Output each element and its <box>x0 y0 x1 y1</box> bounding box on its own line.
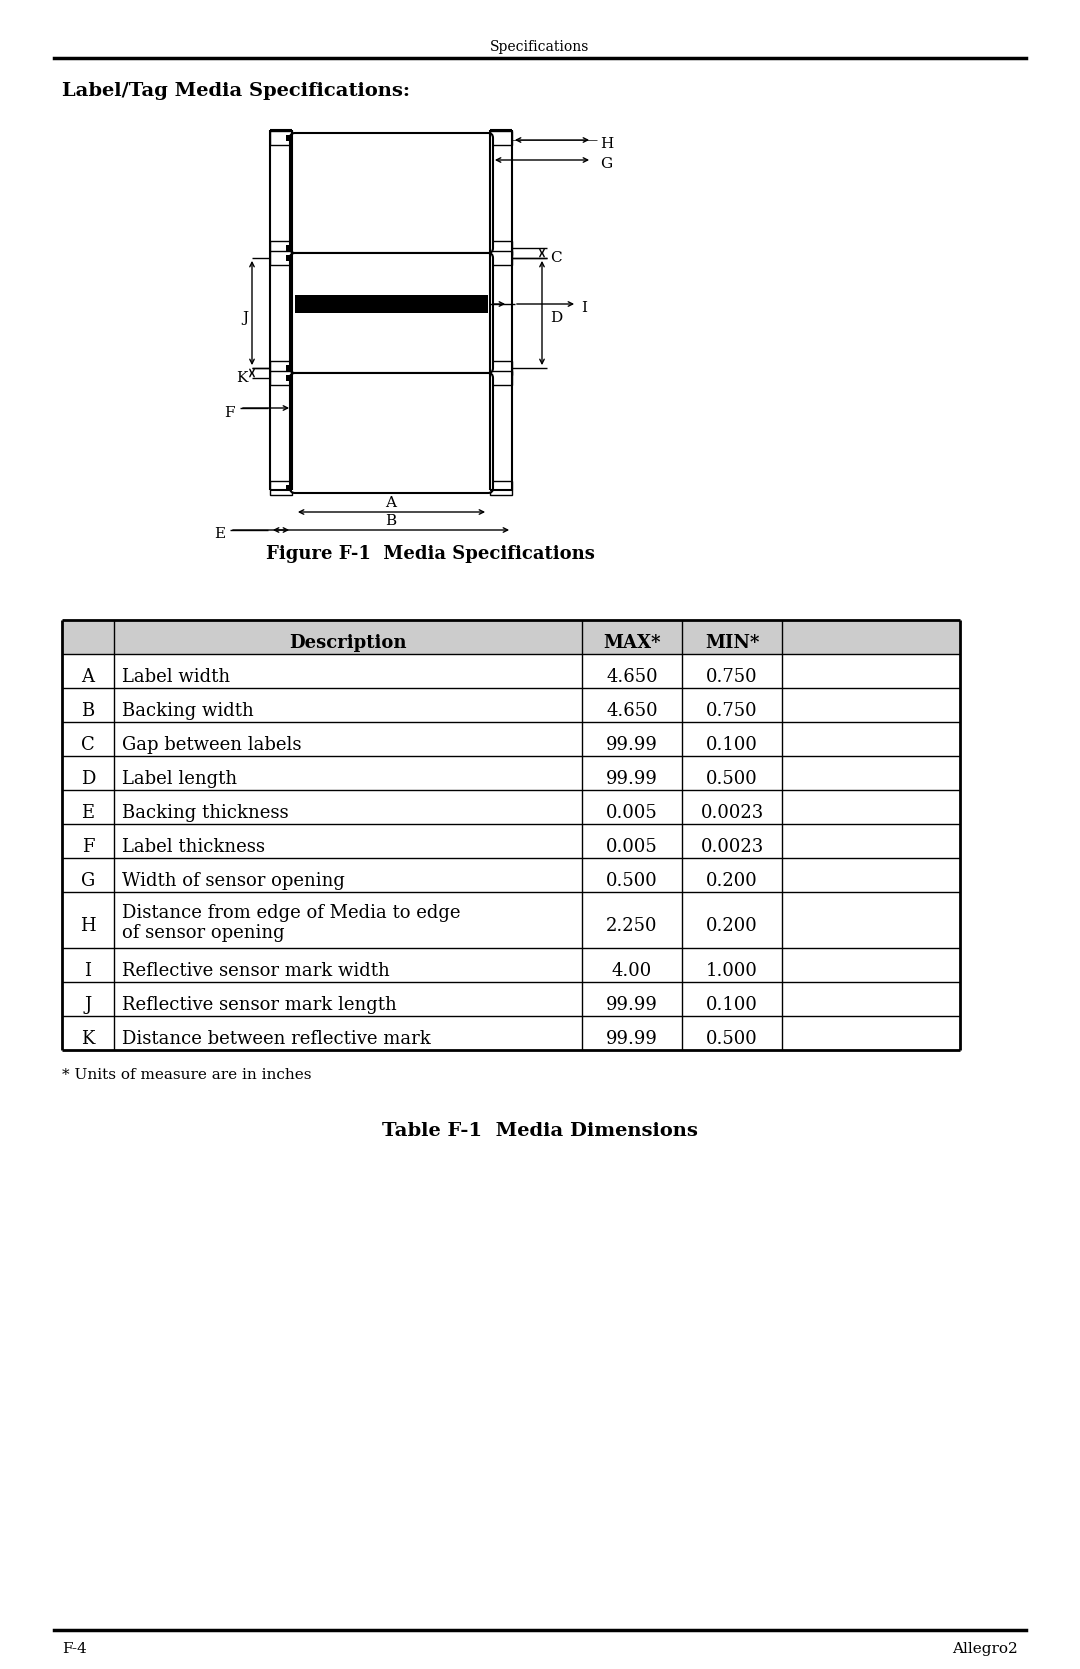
Text: Backing thickness: Backing thickness <box>122 804 288 823</box>
Bar <box>286 486 292 491</box>
Bar <box>270 361 292 376</box>
Text: Figure F-1  Media Specifications: Figure F-1 Media Specifications <box>266 546 594 562</box>
Text: Label thickness: Label thickness <box>122 838 265 856</box>
Text: 4.650: 4.650 <box>606 703 658 719</box>
Text: Description: Description <box>289 634 407 653</box>
Text: Table F-1  Media Dimensions: Table F-1 Media Dimensions <box>382 1122 698 1140</box>
Bar <box>270 371 292 386</box>
Text: * Units of measure are in inches: * Units of measure are in inches <box>62 1068 311 1082</box>
Text: MAX*: MAX* <box>604 634 661 653</box>
Bar <box>286 376 292 381</box>
Bar <box>270 240 292 255</box>
Text: 0.0023: 0.0023 <box>700 804 764 823</box>
Text: F: F <box>82 838 94 856</box>
Text: 0.0023: 0.0023 <box>700 838 764 856</box>
Text: E: E <box>214 527 225 541</box>
Text: H: H <box>80 916 96 935</box>
Text: Specifications: Specifications <box>490 40 590 53</box>
Text: K: K <box>237 371 248 386</box>
Text: J: J <box>84 996 92 1015</box>
Text: 0.500: 0.500 <box>706 1030 758 1048</box>
Text: 99.99: 99.99 <box>606 1030 658 1048</box>
Text: J: J <box>242 310 248 325</box>
Text: 0.005: 0.005 <box>606 838 658 856</box>
Text: 0.500: 0.500 <box>706 769 758 788</box>
Text: D: D <box>81 769 95 788</box>
Text: 0.750: 0.750 <box>706 668 758 686</box>
Bar <box>490 481 512 496</box>
Text: 4.00: 4.00 <box>612 961 652 980</box>
Bar <box>270 130 292 145</box>
Text: 0.005: 0.005 <box>606 804 658 823</box>
Text: 0.500: 0.500 <box>606 871 658 890</box>
Text: E: E <box>81 804 95 823</box>
Text: B: B <box>386 514 396 527</box>
Bar <box>62 619 960 654</box>
Text: I: I <box>84 961 92 980</box>
Text: 99.99: 99.99 <box>606 996 658 1015</box>
Bar <box>286 135 292 140</box>
Text: D: D <box>550 310 563 325</box>
Bar <box>490 361 512 376</box>
Text: 0.100: 0.100 <box>706 996 758 1015</box>
Text: 2.250: 2.250 <box>606 916 658 935</box>
Text: A: A <box>386 496 396 511</box>
Text: B: B <box>81 703 95 719</box>
Text: Gap between labels: Gap between labels <box>122 736 301 754</box>
Bar <box>490 130 512 145</box>
Text: Allegro2: Allegro2 <box>953 1642 1018 1656</box>
Text: G: G <box>81 871 95 890</box>
Text: Label length: Label length <box>122 769 238 788</box>
Text: 0.200: 0.200 <box>706 871 758 890</box>
Bar <box>490 240 512 255</box>
FancyBboxPatch shape <box>291 134 492 254</box>
Bar <box>490 371 512 386</box>
Text: 0.200: 0.200 <box>706 916 758 935</box>
Text: Width of sensor opening: Width of sensor opening <box>122 871 345 890</box>
Text: 1.000: 1.000 <box>706 961 758 980</box>
Text: Distance from edge of Media to edge: Distance from edge of Media to edge <box>122 905 460 921</box>
Text: Reflective sensor mark length: Reflective sensor mark length <box>122 996 396 1015</box>
Bar <box>286 245 292 250</box>
Bar <box>270 481 292 496</box>
Text: MIN*: MIN* <box>705 634 759 653</box>
Bar <box>286 255 292 260</box>
Text: F: F <box>225 406 235 421</box>
Text: Backing width: Backing width <box>122 703 254 719</box>
Bar <box>490 250 512 265</box>
Text: C: C <box>81 736 95 754</box>
Text: A: A <box>81 668 95 686</box>
FancyBboxPatch shape <box>291 372 492 492</box>
FancyBboxPatch shape <box>291 254 492 372</box>
Text: I: I <box>581 300 588 315</box>
Text: H: H <box>600 137 613 150</box>
Text: Distance between reflective mark: Distance between reflective mark <box>122 1030 431 1048</box>
Text: 4.650: 4.650 <box>606 668 658 686</box>
Text: of sensor opening: of sensor opening <box>122 925 285 941</box>
Text: 0.750: 0.750 <box>706 703 758 719</box>
Text: C: C <box>550 250 562 265</box>
Bar <box>295 295 488 314</box>
Text: 99.99: 99.99 <box>606 769 658 788</box>
Bar <box>286 366 292 371</box>
Text: Reflective sensor mark width: Reflective sensor mark width <box>122 961 390 980</box>
Text: Label width: Label width <box>122 668 230 686</box>
Text: F-4: F-4 <box>62 1642 86 1656</box>
Text: Label/Tag Media Specifications:: Label/Tag Media Specifications: <box>62 82 410 100</box>
Text: 99.99: 99.99 <box>606 736 658 754</box>
Text: K: K <box>81 1030 95 1048</box>
Text: 0.100: 0.100 <box>706 736 758 754</box>
Text: G: G <box>600 157 612 170</box>
Bar <box>270 250 292 265</box>
